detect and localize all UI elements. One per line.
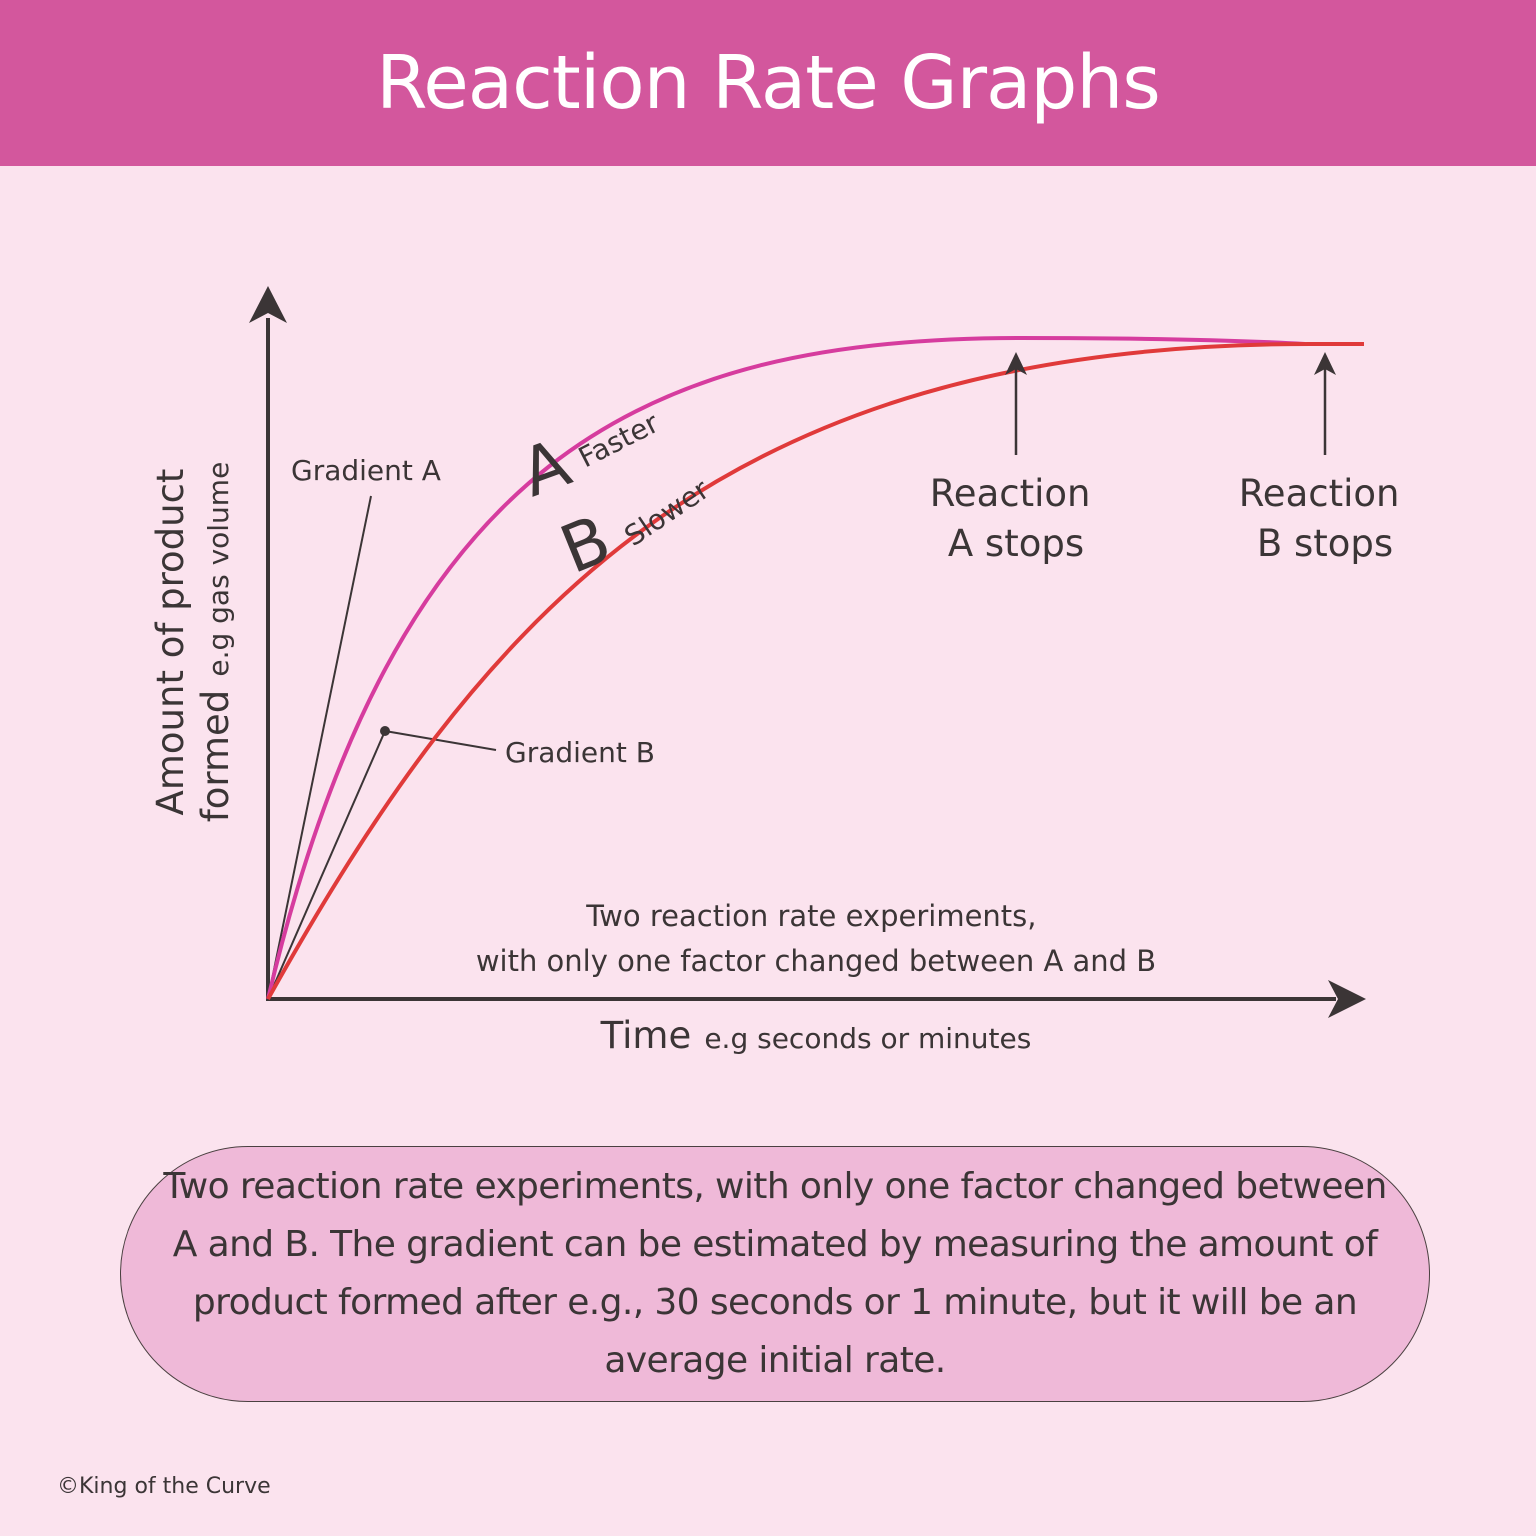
curve-b-letter: B (550, 500, 621, 588)
y-axis-arrowhead (249, 286, 287, 323)
summary-text: Two reaction rate experiments, with only… (163, 1166, 1387, 1381)
gradient-a-label: Gradient A (291, 454, 441, 487)
graph-caption-line2: with only one factor changed between A a… (476, 944, 1156, 978)
y-axis-label-main: Amount of product (149, 469, 192, 816)
reaction-a-stops-label: Reaction A stops (930, 472, 1102, 565)
x-axis-label-sub: e.g seconds or minutes (704, 1022, 1031, 1055)
y-axis-label-sub-suffix: e.g gas volume (202, 462, 235, 677)
gradient-a-tangent (267, 495, 372, 1000)
gradient-b-tangent (267, 730, 386, 1000)
reaction-b-stops-line1: Reaction (1239, 472, 1400, 515)
gradient-b-leader (384, 730, 497, 751)
reaction-a-stop-arrowhead (1005, 352, 1027, 375)
reaction-b-stops-label: Reaction B stops (1239, 472, 1411, 565)
reaction-b-stops-line2: B stops (1257, 522, 1393, 565)
curve-b-desc: Slower (618, 472, 715, 552)
y-axis-label-sub: formed e.g gas volume (194, 462, 237, 823)
summary-box: Two reaction rate experiments, with only… (120, 1146, 1430, 1402)
graph-caption-line1: Two reaction rate experiments, (585, 899, 1036, 933)
copyright-text: ©King of the Curve (57, 1474, 271, 1499)
page-title: Reaction Rate Graphs (376, 40, 1161, 126)
gradient-b-point (380, 726, 390, 736)
reaction-a-stops-line1: Reaction (930, 472, 1091, 515)
x-axis-label: Time e.g seconds or minutes (600, 1014, 1032, 1057)
x-axis-arrowhead (1328, 980, 1366, 1018)
curve-a-desc: Faster (573, 406, 664, 474)
x-axis-label-main: Time (600, 1014, 692, 1057)
title-banner: Reaction Rate Graphs (0, 0, 1536, 166)
reaction-a-stops-line2: A stops (948, 522, 1084, 565)
curve-b-slower (266, 342, 1364, 1000)
y-axis-label-sub-prefix: formed (194, 690, 237, 823)
graph-caption: Two reaction rate experiments, with only… (476, 899, 1156, 978)
curve-a-faster (266, 335, 1306, 1000)
reaction-b-stop-arrowhead (1314, 352, 1336, 375)
curve-a-letter: A (511, 424, 580, 512)
gradient-b-label: Gradient B (505, 736, 655, 769)
